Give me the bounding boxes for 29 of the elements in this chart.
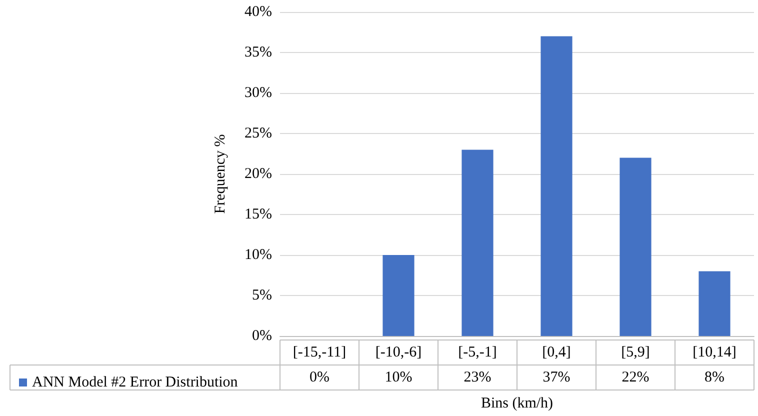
- y-tick-label: 35%: [244, 44, 272, 60]
- data-label: 22%: [622, 370, 650, 386]
- x-tick-label: [-15,-11]: [292, 344, 346, 360]
- bar: [620, 158, 652, 336]
- x-axis-title: Bins (km/h): [480, 396, 554, 412]
- x-tick-label: [0,4]: [542, 344, 571, 360]
- bar: [698, 271, 730, 336]
- y-tick-label: 20%: [244, 166, 272, 182]
- data-label: 10%: [384, 370, 412, 386]
- bar: [462, 150, 494, 336]
- y-tick-label: 30%: [244, 85, 272, 101]
- x-tick-label: [10,14]: [692, 344, 736, 360]
- x-tick-label: [-10,-6]: [375, 344, 422, 360]
- data-label: 8%: [704, 370, 724, 386]
- y-tick-label: 15%: [244, 206, 272, 222]
- data-label: 0%: [310, 370, 330, 386]
- y-tick-label: 25%: [244, 126, 272, 142]
- x-tick-label: [-5,-1]: [458, 344, 497, 360]
- y-tick-label: 0%: [252, 328, 272, 344]
- y-tick-label: 10%: [244, 247, 272, 263]
- data-label: 23%: [464, 370, 492, 386]
- y-tick-label: 5%: [252, 288, 272, 304]
- legend-label: ANN Model #2 Error Distribution: [32, 374, 238, 390]
- y-tick-label: 40%: [244, 4, 272, 20]
- bar: [540, 36, 572, 336]
- bar: [382, 255, 414, 336]
- x-tick-label: [5,9]: [621, 344, 650, 360]
- y-axis-title: Frequency %: [212, 134, 228, 214]
- data-label: 37%: [542, 370, 570, 386]
